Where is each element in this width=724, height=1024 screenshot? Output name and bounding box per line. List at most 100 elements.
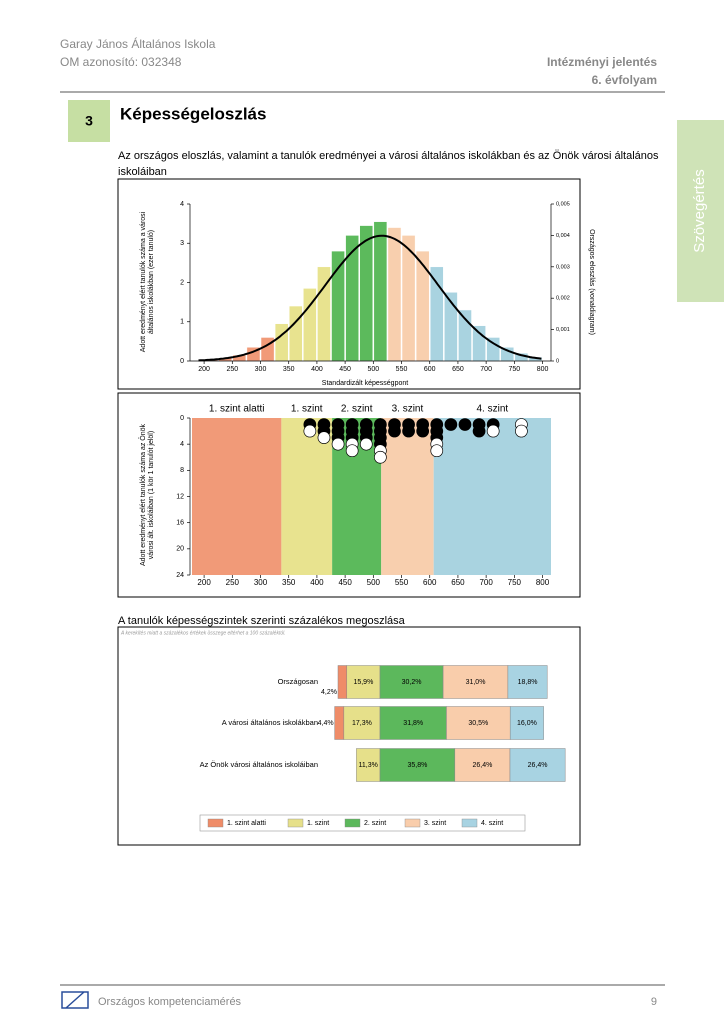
legend-label: 4. szint <box>481 820 503 827</box>
category-label: Az Önök városi általános iskoláiban <box>200 760 318 769</box>
level-label: 3. szint <box>392 404 424 415</box>
y2-axis-label: Országos eloszlás (vonaldiagram) <box>588 229 595 335</box>
x-tick-label: 800 <box>536 578 550 587</box>
y-tick-label: 2 <box>180 279 184 286</box>
y-tick-label: 4 <box>180 201 184 208</box>
chart-subtitle: Az országos eloszlás, valamint a tanulók… <box>118 150 659 178</box>
x-tick-label: 350 <box>283 366 295 373</box>
student-dot <box>416 424 430 438</box>
chart-frame <box>117 178 581 390</box>
student-dot <box>345 444 359 458</box>
page-number: 9 <box>651 996 657 1008</box>
bar-segment <box>337 665 348 699</box>
x-tick-label: 650 <box>452 366 464 373</box>
x-tick-label: 250 <box>226 578 240 587</box>
x-tick-label: 800 <box>537 366 549 373</box>
x-tick-label: 750 <box>508 366 520 373</box>
student-dot <box>430 444 444 458</box>
x-tick-label: 550 <box>395 578 409 587</box>
x-tick-label: 650 <box>451 578 465 587</box>
y-tick-label: 8 <box>180 467 184 474</box>
chart-frame <box>117 392 581 598</box>
y-tick-label: 0 <box>180 358 184 365</box>
y2-tick-label: 0,002 <box>556 296 570 302</box>
value-label: 31,8% <box>403 720 423 727</box>
value-label: 26,4% <box>528 762 548 769</box>
category-label: Országosan <box>278 677 318 686</box>
x-tick-label: 200 <box>198 366 210 373</box>
histogram-bar <box>472 325 486 362</box>
value-label: 4,4% <box>318 720 334 727</box>
school: Garay János Általános Iskola <box>60 36 216 51</box>
bar-segment <box>507 665 548 699</box>
level-band <box>192 418 282 575</box>
student-dot <box>331 437 345 451</box>
value-label: 30,5% <box>468 720 488 727</box>
bar-segment <box>379 706 447 740</box>
y-tick-label: 12 <box>176 493 184 500</box>
x-tick-label: 450 <box>339 366 351 373</box>
x-axis-label: Standardizált képességpont <box>322 380 408 387</box>
legend-swatch <box>344 818 361 828</box>
y-tick-label: 1 <box>180 319 184 326</box>
x-tick-label: 200 <box>197 578 211 587</box>
legend-swatch <box>461 818 478 828</box>
legend-label: 3. szint <box>424 820 446 827</box>
y2-tick-label: 0,003 <box>556 264 570 270</box>
section-box <box>68 100 110 142</box>
histogram-bar <box>373 221 388 362</box>
value-label: 31,0% <box>466 679 486 686</box>
histogram-bar <box>274 323 289 362</box>
legend-swatch <box>287 818 304 828</box>
value-label: 4,2% <box>321 689 337 696</box>
legend-swatch <box>207 818 224 828</box>
bar-segment <box>379 665 444 699</box>
y2-tick-label: 0 <box>556 358 559 364</box>
y-tick-label: 0 <box>180 415 184 422</box>
section-number: 3 <box>85 113 93 129</box>
y-tick-label: 24 <box>176 572 184 579</box>
y-axis-label: Adott eredményt elért tanulók száma az Ö… <box>140 423 155 567</box>
x-tick-label: 400 <box>310 578 324 587</box>
bar-segment <box>334 706 345 740</box>
bar-segment <box>454 748 511 782</box>
x-tick-label: 700 <box>479 578 493 587</box>
chart-title: A tanulók képességszintek szerinti száza… <box>118 615 406 627</box>
student-dot <box>486 424 500 438</box>
level-label: 4. szint <box>476 404 508 415</box>
value-label: 26,4% <box>472 762 492 769</box>
value-label: 15,9% <box>353 679 373 686</box>
x-tick-label: 500 <box>367 366 379 373</box>
y-tick-label: 4 <box>180 441 184 448</box>
legend-label: 1. szint <box>307 820 329 827</box>
value-label: 16,0% <box>517 720 537 727</box>
y-tick-label: 16 <box>176 520 184 527</box>
x-tick-label: 300 <box>255 366 267 373</box>
grade: 6. évfolyam <box>592 73 657 87</box>
bar-segment <box>346 665 381 699</box>
value-label: 11,3% <box>359 762 378 769</box>
student-dot <box>359 437 373 451</box>
bar-segment <box>446 706 511 740</box>
student-dot <box>388 424 401 438</box>
legend-frame <box>199 814 526 832</box>
x-tick-label: 350 <box>282 578 296 587</box>
histogram-bar <box>288 305 303 362</box>
bar-segment <box>509 706 544 740</box>
x-tick-label: 300 <box>254 578 268 587</box>
level-label: 2. szint <box>341 404 373 415</box>
x-tick-label: 250 <box>226 366 238 373</box>
legend-label: 2. szint <box>364 820 386 827</box>
student-dot <box>374 450 387 464</box>
y-axis-label: Adott eredményt elért tanulók száma a vá… <box>140 211 155 353</box>
side-tab-label: Szövegértés <box>691 169 708 252</box>
x-tick-label: 600 <box>423 578 437 587</box>
y2-tick-label: 0,004 <box>556 233 570 239</box>
student-dot <box>458 418 472 431</box>
section-title: Képességeloszlás <box>120 104 266 123</box>
student-dot <box>303 424 317 438</box>
value-label: 35,8% <box>407 762 427 769</box>
bar-segment <box>343 706 381 740</box>
student-dot <box>444 418 458 431</box>
